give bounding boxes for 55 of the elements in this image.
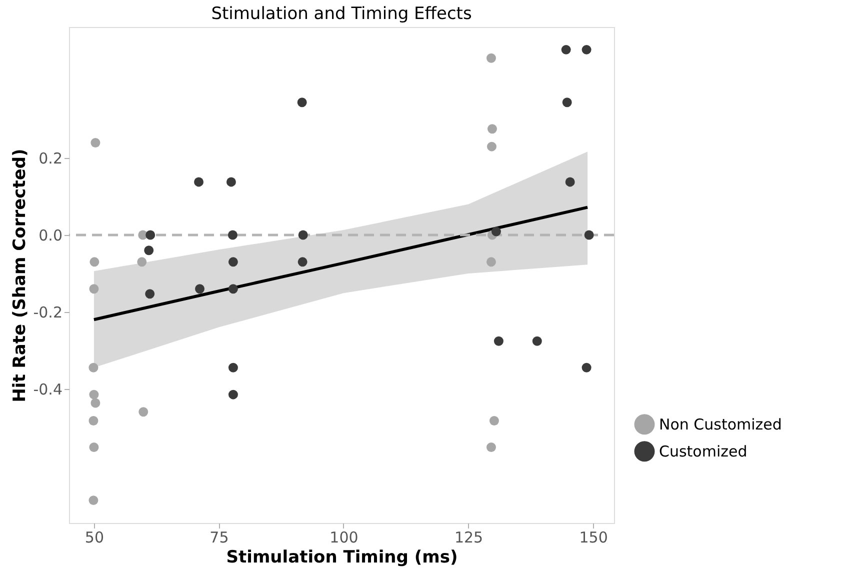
point (137, 257, 147, 267)
x-tick-label: 75 (210, 528, 229, 546)
point (582, 362, 592, 372)
point (90, 138, 100, 148)
point (491, 226, 501, 236)
y-tick-label: -0.2 (33, 303, 62, 322)
point (195, 284, 205, 294)
point (89, 442, 99, 452)
chart-title: Stimulation and Timing Effects (211, 4, 472, 24)
point (89, 390, 99, 400)
point (487, 124, 497, 134)
x-tick-label: 150 (579, 528, 608, 546)
point (565, 177, 575, 187)
point (88, 496, 98, 506)
point (489, 416, 499, 426)
point (90, 257, 100, 267)
point (584, 230, 594, 240)
point (228, 362, 238, 372)
line-series (92, 206, 590, 322)
point (146, 230, 156, 240)
point (297, 98, 307, 108)
point (88, 416, 98, 426)
x-tick-label: 125 (454, 528, 484, 546)
y-axis-title: Hit Rate (Sham Corrected) (10, 148, 30, 402)
point (228, 257, 238, 267)
point (494, 336, 504, 346)
point (486, 442, 496, 452)
point (486, 257, 496, 267)
point (486, 142, 496, 152)
point (562, 98, 572, 108)
point (88, 362, 98, 372)
point (228, 230, 238, 240)
point (582, 44, 592, 54)
x-tick-label: 100 (330, 528, 358, 546)
point (89, 284, 99, 294)
point (90, 398, 100, 408)
point (144, 246, 154, 256)
point (145, 289, 155, 299)
point (486, 53, 496, 63)
point (226, 177, 236, 187)
point (561, 44, 571, 54)
point (194, 177, 204, 187)
point (138, 407, 148, 417)
y-tick-label: 0.2 (38, 150, 62, 168)
legend-label: Customized (659, 442, 748, 460)
point (298, 230, 308, 240)
y-tick-label: 0.0 (38, 226, 62, 245)
point (532, 336, 542, 346)
y-tick-label: -0.4 (33, 380, 62, 398)
point (298, 257, 308, 267)
x-tick-label: 50 (84, 528, 104, 546)
point (228, 284, 238, 294)
legend-label: Non Customized (659, 415, 782, 434)
point (228, 390, 238, 400)
x-axis-title: Stimulation Timing (ms) (226, 548, 458, 568)
